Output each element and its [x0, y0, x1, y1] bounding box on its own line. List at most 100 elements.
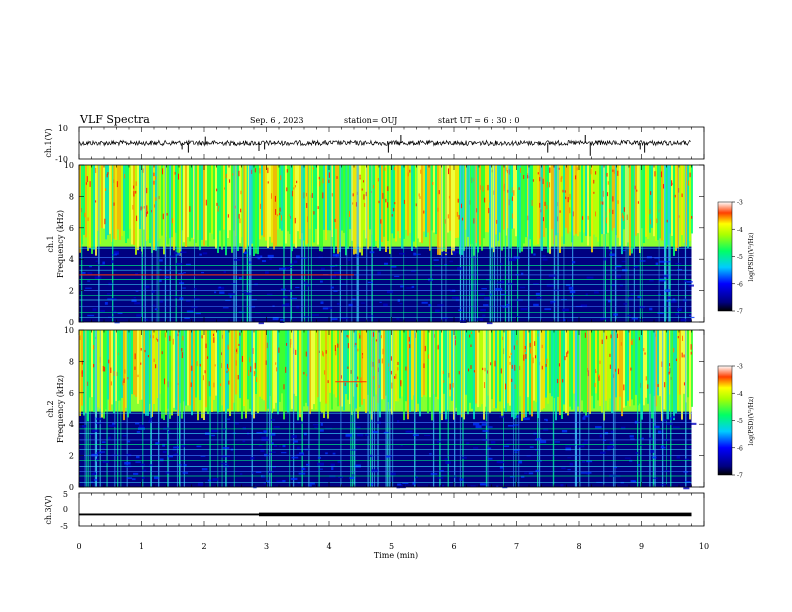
- spectrogram-mottle: [437, 477, 444, 479]
- spectrogram-speckle: [327, 380, 329, 384]
- spectrogram-mottle: [291, 456, 299, 459]
- spectrogram-mottle: [479, 483, 487, 486]
- spectrogram-mottle: [158, 259, 163, 262]
- spectrogram-column: [401, 165, 403, 249]
- spectrogram-column: [423, 330, 425, 396]
- spectrogram-speckle: [644, 352, 646, 355]
- ch2-spectrogram-ylabel-freq: Frequency (kHz): [56, 375, 65, 443]
- spectrogram-mottle: [634, 265, 640, 267]
- spectrogram-mottle: [400, 444, 403, 447]
- spectrogram-speckle: [524, 345, 526, 350]
- spectrogram-column: [211, 330, 213, 412]
- spectrogram-column: [341, 165, 343, 231]
- spectrogram-column: [573, 165, 575, 236]
- spectrogram-speckle: [238, 343, 240, 346]
- spectrogram-mottle: [637, 464, 640, 466]
- spectrogram-mottle: [562, 308, 569, 312]
- spectrogram-mottle: [440, 474, 447, 476]
- spectrogram-mottle: [145, 318, 148, 321]
- spectrogram-column: [473, 330, 475, 420]
- spectrogram-speckle: [500, 368, 502, 374]
- spectrogram-mottle: [331, 467, 334, 471]
- spectrogram-mottle: [135, 272, 139, 276]
- spectrogram-speckle: [423, 363, 425, 369]
- spectrogram-column: [583, 330, 585, 413]
- spectrogram-speckle: [602, 201, 604, 205]
- spectrogram-column: [525, 330, 527, 418]
- spectrogram-mottle: [650, 449, 655, 453]
- spectrogram-speckle: [145, 211, 147, 217]
- spectrogram-column: [563, 330, 565, 405]
- spectrogram-mottle: [470, 485, 476, 488]
- spectrogram-column: [91, 165, 93, 254]
- spectrogram-column: [637, 165, 639, 234]
- ch1-waveform-ytick-bottom: -10: [55, 155, 68, 164]
- spectrogram-mottle: [238, 277, 242, 280]
- spectrogram-column: [475, 165, 477, 243]
- spectrogram-mottle: [536, 297, 543, 299]
- spectrogram-speckle: [541, 365, 543, 370]
- spectrogram-mottle: [502, 306, 509, 308]
- spectrogram-column: [613, 165, 615, 228]
- spectrogram-mottle: [357, 433, 364, 437]
- spectrogram-mottle: [608, 299, 611, 303]
- spectrogram-column: [505, 330, 507, 412]
- spectrogram-mottle: [514, 449, 520, 452]
- spectrogram-column: [663, 330, 665, 410]
- spectrogram-column: [335, 330, 337, 398]
- spectrogram-speckle: [469, 334, 471, 338]
- spectrogram-speckle: [132, 204, 134, 210]
- spectrogram-column: [555, 165, 557, 236]
- spectrogram-speckle: [377, 178, 379, 182]
- spectrogram-column: [309, 330, 311, 415]
- spectrogram-speckle: [397, 361, 399, 366]
- spectrogram-mottle: [149, 464, 153, 466]
- spectrogram-column: [399, 330, 401, 399]
- spectrogram-mottle: [515, 316, 520, 318]
- spectrogram-speckle: [293, 187, 295, 190]
- spectrogram-mottle: [473, 447, 479, 449]
- ch1-spectrogram-ylabel-freq: Frequency (kHz): [56, 210, 65, 278]
- spectrogram-speckle: [363, 194, 365, 200]
- spectrogram-mottle: [621, 426, 626, 430]
- spectrogram-column: [243, 165, 245, 254]
- spectrogram-mottle: [231, 283, 237, 285]
- spectrogram-mottle: [126, 453, 132, 457]
- spectrogram-speckle: [214, 364, 216, 367]
- spectrogram-mottle: [112, 310, 117, 314]
- spectrogram-column: [437, 330, 439, 400]
- spectrogram-speckle: [155, 176, 157, 180]
- spectrogram-column: [527, 165, 529, 237]
- spectrogram-speckle: [283, 384, 285, 390]
- spectrogram-mottle: [565, 447, 572, 451]
- spectrogram-mottle: [383, 431, 389, 434]
- spectrogram-speckle: [319, 180, 321, 187]
- spectrogram-speckle: [239, 332, 241, 336]
- spectrogram-speckle: [274, 195, 276, 202]
- spectrogram-column: [659, 165, 661, 239]
- spectrogram-column: [677, 330, 679, 410]
- spectrogram-mottle: [137, 251, 143, 254]
- spectrogram-column: [533, 165, 535, 245]
- spectrogram-speckle: [221, 352, 223, 356]
- spectrogram-mottle: [242, 427, 247, 430]
- spectrogram-column: [541, 165, 543, 251]
- spectrogram-speckle: [356, 383, 358, 388]
- spectrogram-speckle: [484, 197, 486, 203]
- spectrogram-mottle: [293, 260, 298, 264]
- spectrogram-column: [251, 165, 253, 244]
- spectrogram-speckle: [286, 342, 288, 346]
- spectrogram-speckle: [204, 370, 206, 374]
- spectrogram-column: [93, 165, 95, 250]
- spectrogram-speckle: [154, 204, 156, 208]
- spectrogram-column: [455, 330, 457, 408]
- spectrogram-column: [127, 330, 129, 418]
- spectrogram-speckle: [79, 335, 81, 341]
- spectrogram-column: [313, 330, 315, 405]
- spectrogram-mottle: [309, 482, 315, 485]
- spectrogram-speckle: [190, 382, 192, 387]
- spectrogram-mottle: [111, 254, 117, 256]
- spectrogram-speckle: [307, 216, 309, 223]
- spectrogram-mottle: [214, 291, 217, 294]
- spectrogram-mottle: [459, 478, 464, 481]
